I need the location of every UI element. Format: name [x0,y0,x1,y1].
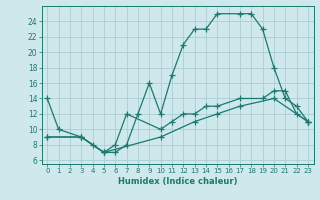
X-axis label: Humidex (Indice chaleur): Humidex (Indice chaleur) [118,177,237,186]
